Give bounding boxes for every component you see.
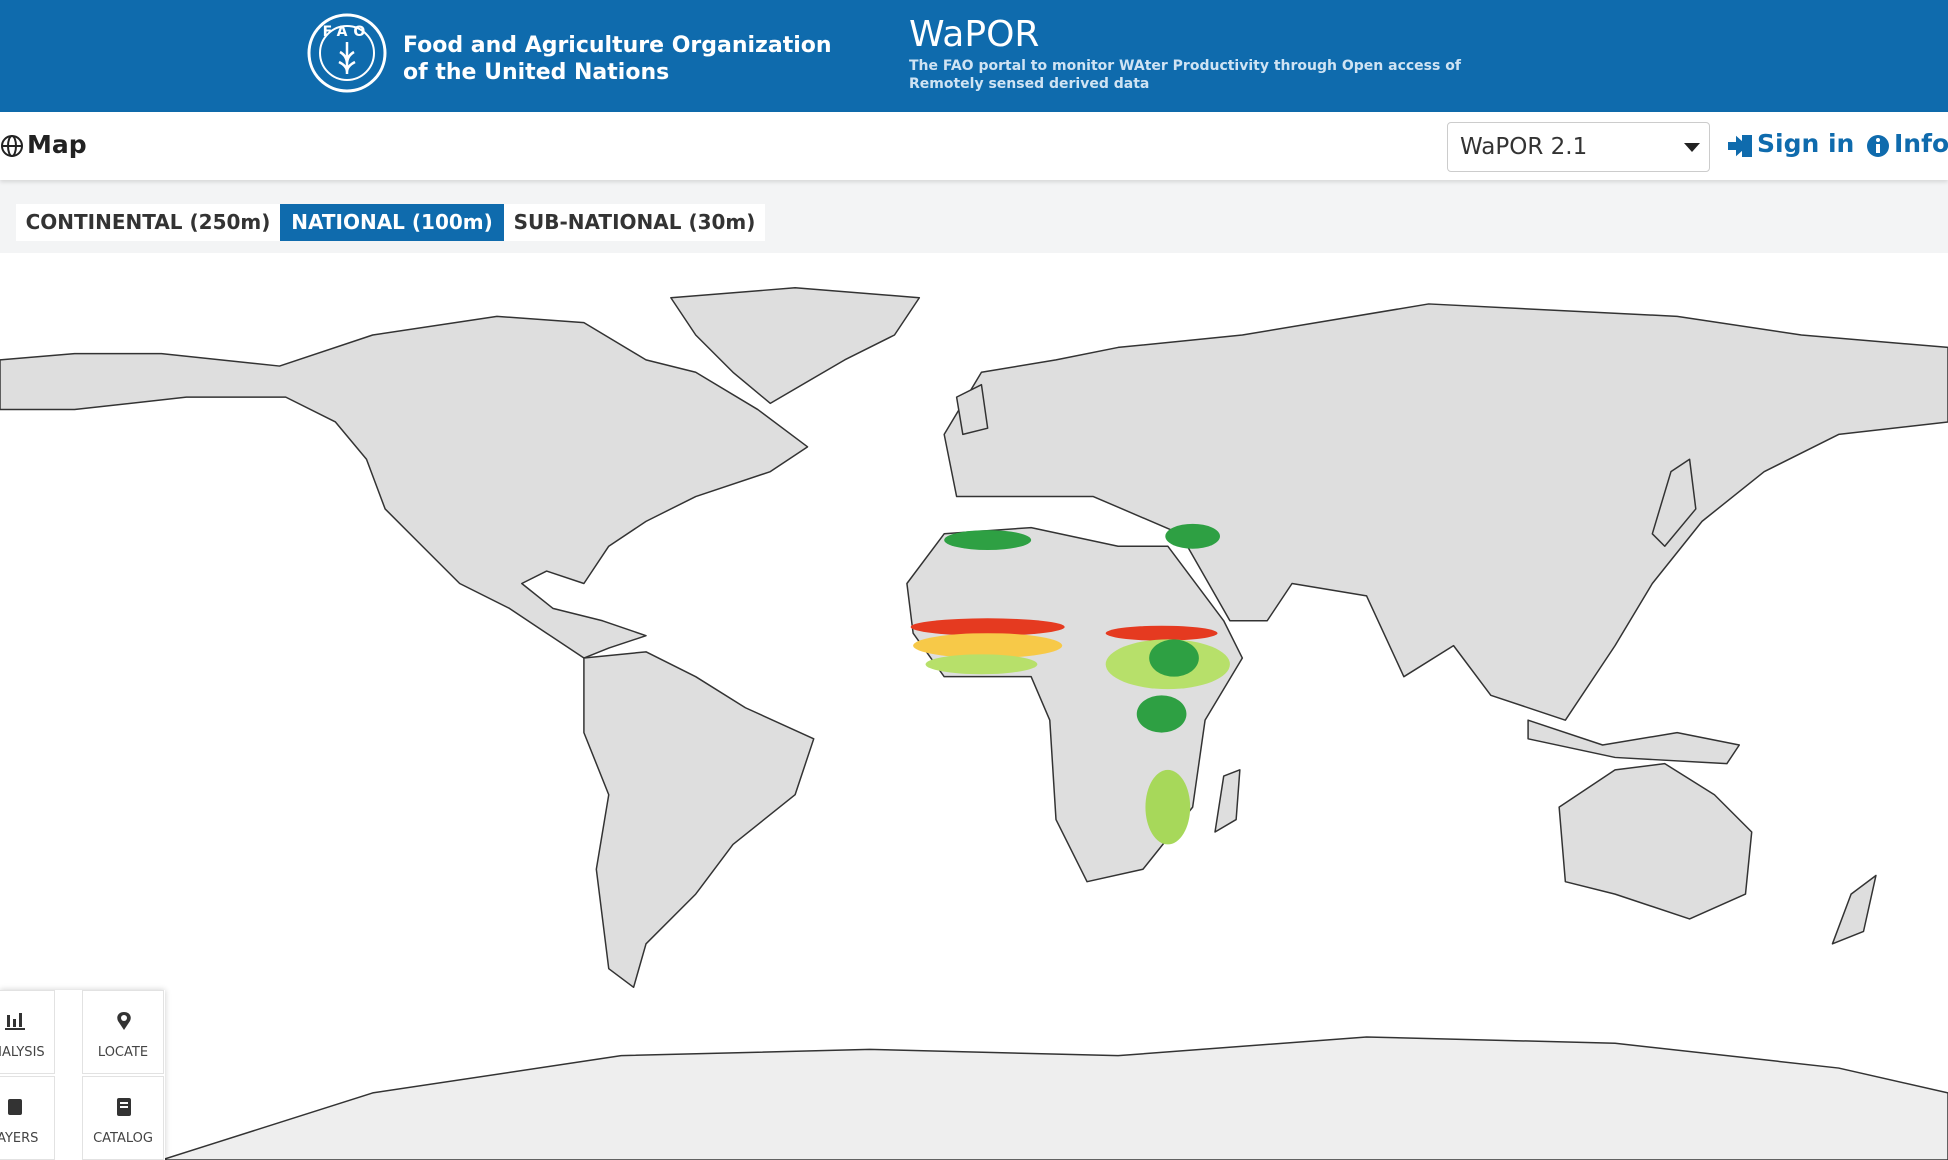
antarctica bbox=[160, 1036, 1948, 1160]
tool-label: LAYERS bbox=[0, 1131, 39, 1146]
north-america bbox=[0, 315, 809, 659]
logo-text: FAO bbox=[323, 24, 372, 40]
tab-bar: CONTINENTAL (250m) NATIONAL (100m) SUB-NAT… bbox=[0, 180, 1948, 253]
signin-icon bbox=[1728, 135, 1752, 157]
south-america bbox=[583, 651, 815, 989]
header: FAO Food and Agriculture Organization of… bbox=[0, 0, 1948, 112]
fao-logo: FAO bbox=[307, 13, 387, 93]
caret bbox=[1684, 143, 1700, 152]
tool-icon bbox=[5, 1013, 25, 1030]
globe-icon bbox=[1, 135, 23, 157]
tool-label: ANALYSIS bbox=[0, 1045, 45, 1060]
org-line: Food and Agriculture Organization bbox=[403, 33, 832, 58]
info[interactable]: Info bbox=[1894, 129, 1948, 158]
madagascar bbox=[1214, 769, 1241, 833]
tool-label: CATALOG bbox=[93, 1131, 153, 1146]
tool-icon bbox=[117, 1012, 131, 1030]
japan bbox=[1651, 458, 1697, 547]
tool-button[interactable]: LAYERS bbox=[0, 1076, 55, 1160]
page-label[interactable]: Map bbox=[27, 130, 87, 159]
subtitle-line: The FAO portal to monitor WAter Producti… bbox=[909, 58, 1461, 74]
select-value: WaPOR 2.1 bbox=[1460, 134, 1588, 160]
tab[interactable]: SUB-NATIONAL (30m) bbox=[504, 204, 765, 241]
tool-panel: ANALYSIS LOCATE LAYERS CATALOG bbox=[0, 990, 165, 1160]
africa bbox=[906, 526, 1244, 883]
tool-button[interactable]: CATALOG bbox=[82, 1076, 164, 1160]
new-zealand bbox=[1831, 874, 1877, 945]
tab[interactable]: NATIONAL (100m) bbox=[280, 204, 504, 241]
uk bbox=[955, 383, 989, 436]
tool-icon bbox=[117, 1098, 131, 1116]
app-title: WaPOR bbox=[909, 14, 1040, 55]
navbar: Map WaPOR 2.1 Sign in Info bbox=[0, 112, 1948, 180]
data-overlay bbox=[910, 523, 1230, 845]
subtitle-line: Remotely sensed derived data bbox=[909, 76, 1150, 92]
eurasia bbox=[943, 303, 1948, 721]
app-subtitle: The FAO portal to monitor WAter Producti… bbox=[909, 57, 1461, 93]
sign-in[interactable]: Sign in bbox=[1757, 129, 1855, 158]
greenland bbox=[670, 287, 921, 405]
tool-icon bbox=[8, 1099, 22, 1115]
org-name: Food and Agriculture Organization of the… bbox=[403, 32, 832, 86]
tab[interactable]: CONTINENTAL (250m) bbox=[16, 204, 280, 241]
info-icon bbox=[1867, 135, 1889, 157]
org-line: of the United Nations bbox=[403, 60, 670, 85]
tool-button[interactable]: ANALYSIS bbox=[0, 990, 55, 1074]
world-map[interactable] bbox=[0, 253, 1948, 1160]
indonesia bbox=[1527, 719, 1741, 765]
australia bbox=[1558, 762, 1753, 920]
version-select[interactable]: WaPOR 2.1 bbox=[1447, 122, 1710, 172]
tool-label: LOCATE bbox=[97, 1045, 149, 1060]
tool-button[interactable]: LOCATE bbox=[82, 990, 164, 1074]
